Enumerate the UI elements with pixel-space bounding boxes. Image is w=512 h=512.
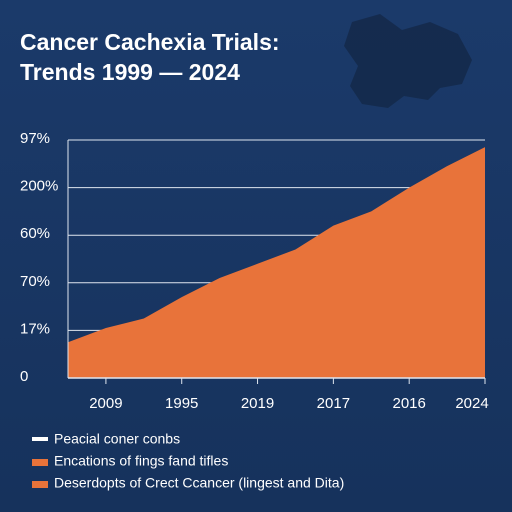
x-tick-label: 1995 — [165, 395, 198, 412]
map-decoration — [344, 14, 472, 108]
x-tick-label: 2024 — [455, 395, 488, 412]
legend-label: Deserdopts of Crect Ccancer (lingest and… — [54, 475, 344, 491]
y-tick-label: 17% — [20, 320, 50, 337]
x-tick-label: 2016 — [392, 395, 425, 412]
chart-subtitle: Trends 1999 — 2024 — [20, 59, 240, 85]
area — [68, 147, 485, 378]
y-tick-label: 0 — [20, 368, 28, 385]
y-tick-label: 200% — [20, 178, 58, 195]
legend-swatch — [32, 481, 48, 488]
x-tick-label: 2009 — [89, 395, 122, 412]
x-tick-label: 2017 — [317, 395, 350, 412]
legend-label: Peacial coner conbs — [54, 431, 180, 447]
y-tick-label: 60% — [20, 225, 50, 242]
y-tick-label: 97% — [20, 130, 50, 147]
y-tick-label: 70% — [20, 273, 50, 290]
legend-swatch — [32, 459, 48, 466]
x-tick-label: 2019 — [241, 395, 274, 412]
legend-swatch — [32, 437, 48, 441]
legend-label: Encations of fings fand tifles — [54, 453, 228, 469]
chart-title: Cancer Cachexia Trials: — [20, 29, 280, 55]
